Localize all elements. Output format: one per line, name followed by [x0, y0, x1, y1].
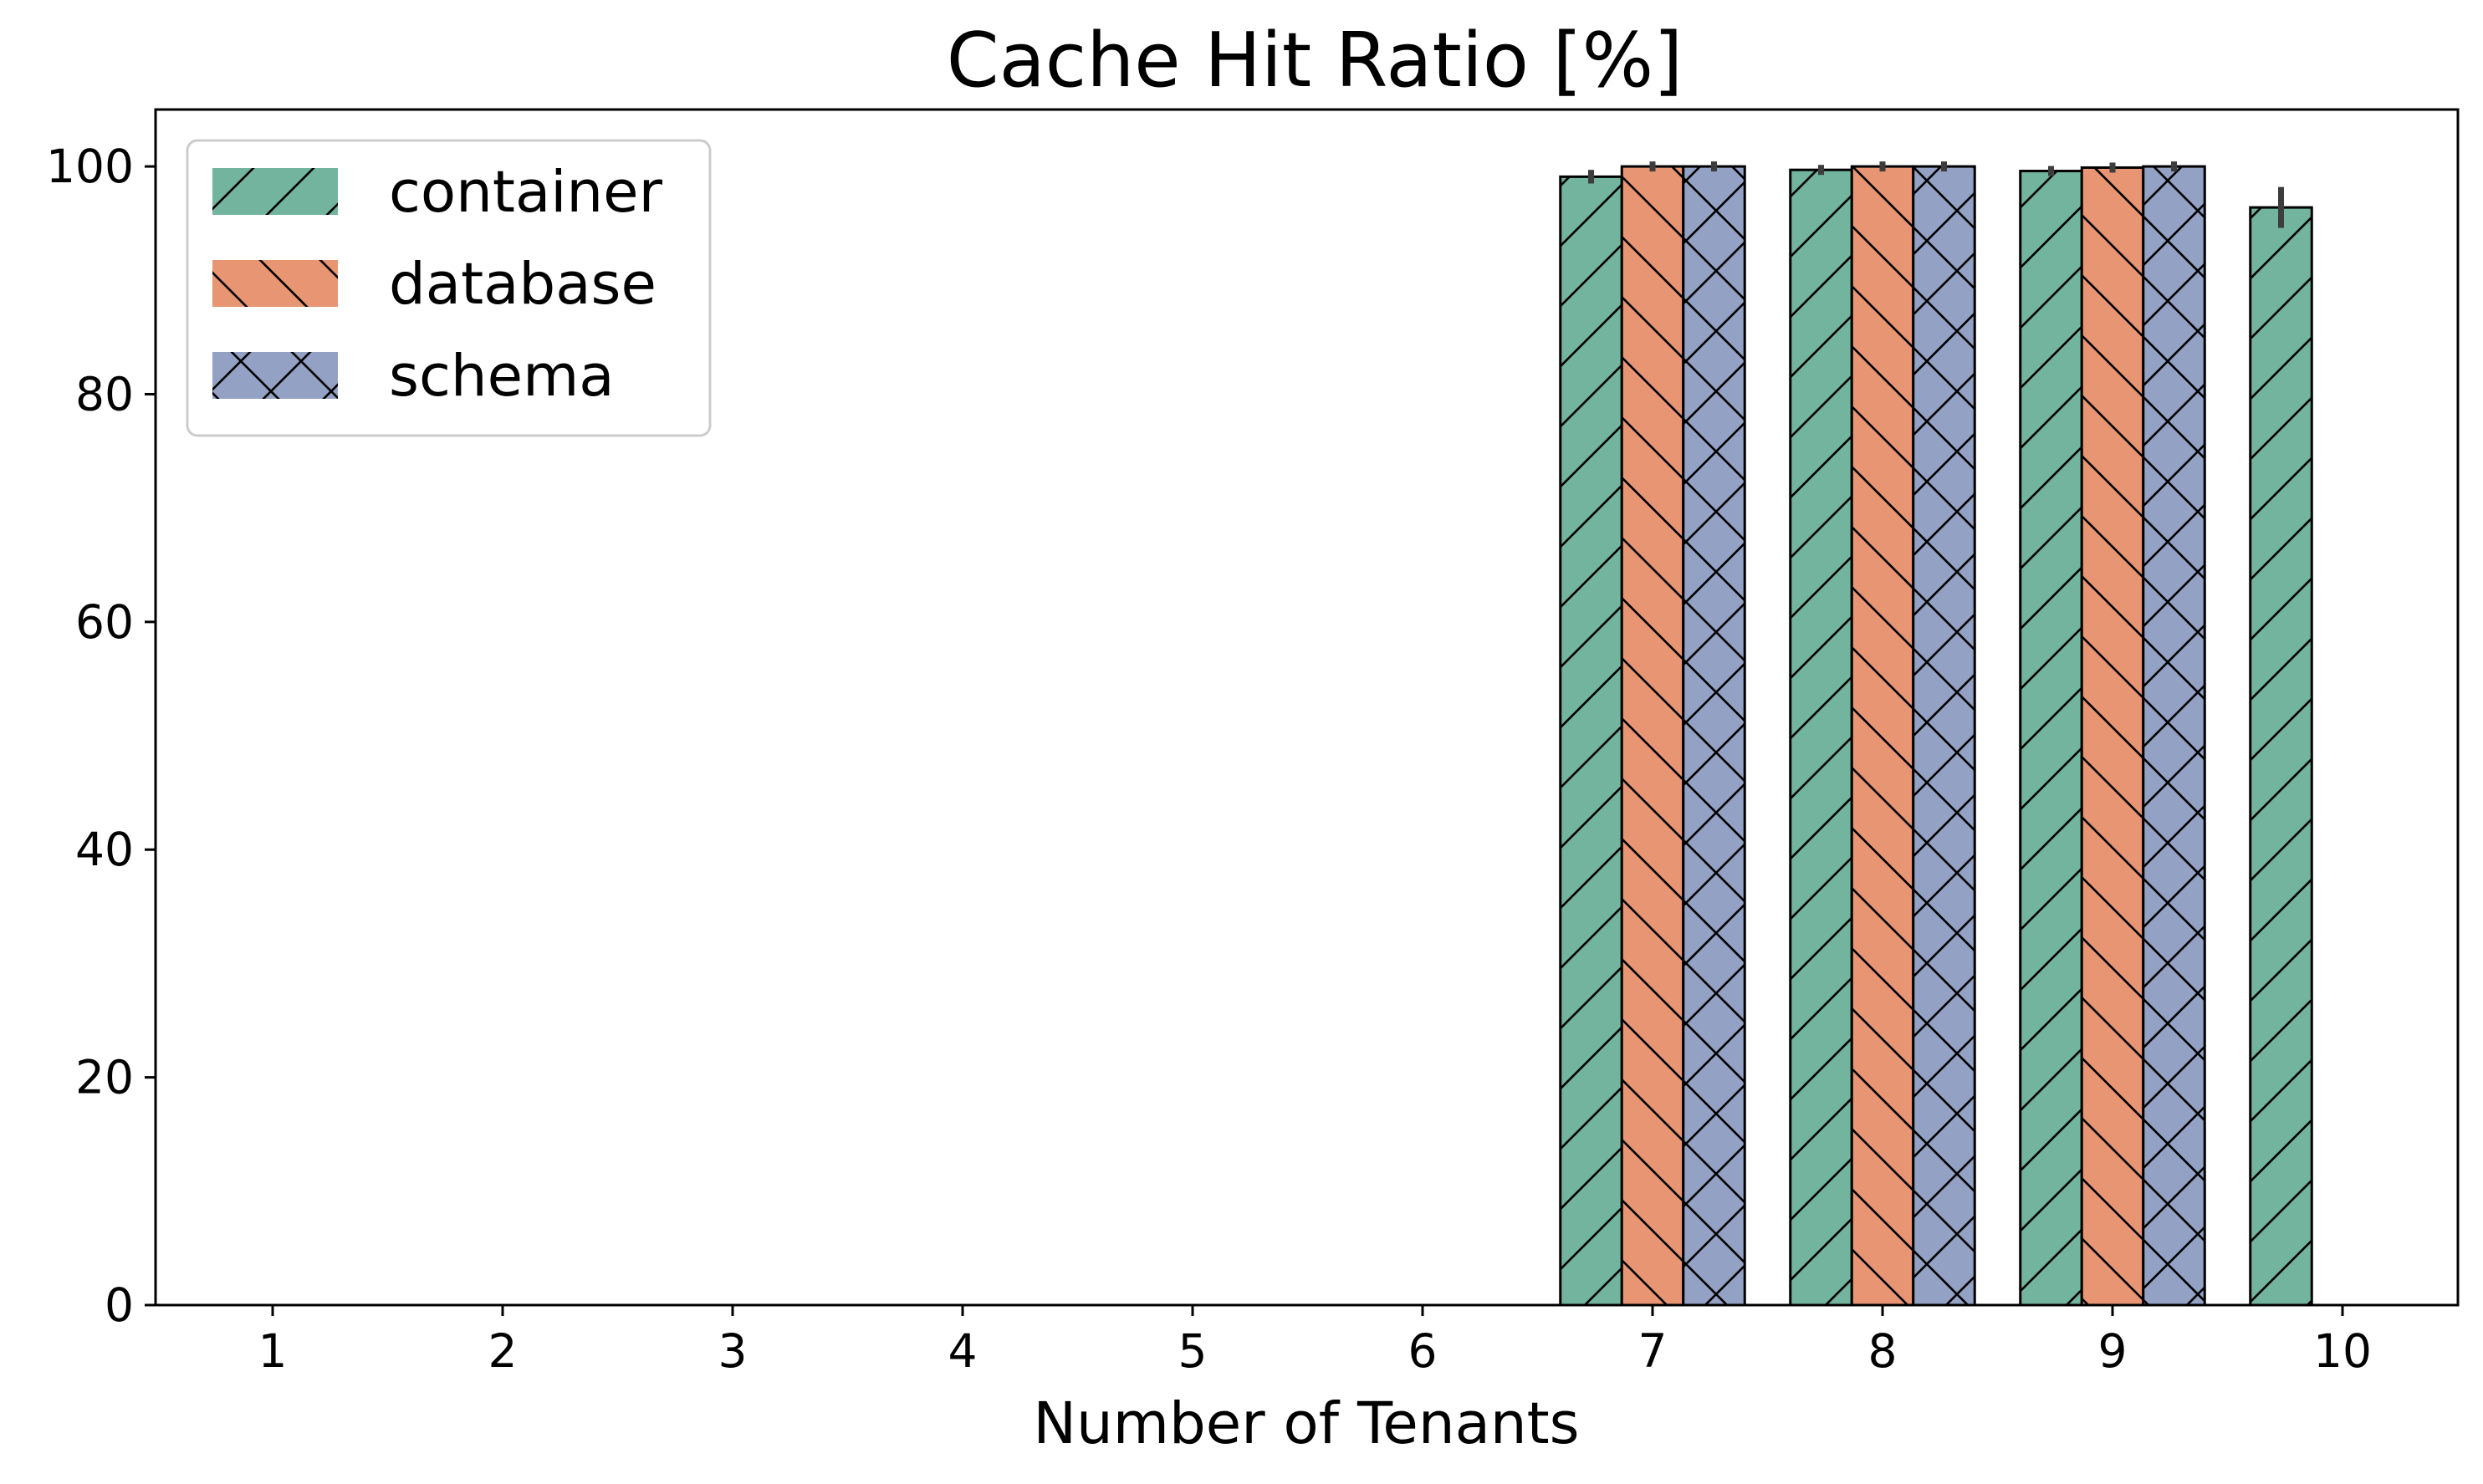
- legend-item-database: database: [212, 251, 657, 318]
- x-axis: 1 2 3 4 5 6 7 8 9 10: [258, 1305, 2372, 1378]
- bar-hatch: [2020, 171, 2082, 1306]
- bar-database-8: [1850, 165, 1915, 1307]
- legend-swatch-hatch: [212, 168, 338, 215]
- legend-label: schema: [389, 343, 615, 410]
- plot-frame: [154, 108, 2460, 1307]
- x-tick-label: 1: [258, 1324, 288, 1378]
- bar-hatch: [1622, 166, 1683, 1306]
- y-tick-label: 0: [105, 1278, 134, 1332]
- y-tick-label: 100: [46, 140, 134, 193]
- bars-layer: [1559, 165, 2313, 1307]
- bar-container-10: [2249, 206, 2313, 1307]
- bar-schema-9: [2142, 165, 2206, 1307]
- x-axis-label: Number of Tenants: [1033, 1390, 1579, 1457]
- x-tick-label: 10: [2313, 1324, 2372, 1378]
- x-tick-label: 2: [488, 1324, 518, 1378]
- bar-hatch: [1852, 166, 1913, 1306]
- legend-item-container: container: [212, 159, 663, 226]
- bar-schema-8: [1912, 165, 1976, 1307]
- x-tick-label: 3: [718, 1324, 748, 1378]
- bar-hatch: [1913, 166, 1975, 1306]
- y-tick-label: 80: [75, 367, 134, 421]
- bar-hatch: [1683, 166, 1745, 1306]
- y-axis: 0 20 40 60 80 100: [46, 140, 156, 1332]
- bar-database-9: [2080, 166, 2145, 1307]
- bar-hatch: [2250, 207, 2312, 1306]
- legend-swatch-hatch: [212, 260, 338, 307]
- bar-hatch: [2082, 167, 2143, 1305]
- legend-label: database: [389, 251, 657, 318]
- x-tick-label: 9: [2098, 1324, 2128, 1378]
- x-tick-label: 8: [1868, 1324, 1898, 1378]
- legend-swatch-hatch: [212, 352, 338, 399]
- chart-title: Cache Hit Ratio [%]: [947, 17, 1683, 105]
- legend-label: container: [389, 159, 663, 226]
- legend: container database schema: [186, 139, 712, 437]
- x-tick-label: 4: [948, 1324, 978, 1378]
- bar-hatch: [1790, 170, 1852, 1306]
- bar-hatch: [1560, 176, 1622, 1305]
- bar-database-7: [1620, 165, 1685, 1307]
- bar-container-8: [1789, 168, 1853, 1307]
- x-tick-label: 7: [1638, 1324, 1668, 1378]
- y-tick-label: 20: [75, 1051, 134, 1104]
- error-bars-layer: [1588, 161, 2284, 228]
- bar-container-7: [1559, 175, 1623, 1307]
- bar-container-9: [2019, 170, 2083, 1307]
- y-tick-label: 60: [75, 595, 134, 649]
- legend-item-schema: schema: [212, 343, 615, 410]
- bar-schema-7: [1682, 165, 1746, 1307]
- y-tick-label: 40: [75, 823, 134, 876]
- x-tick-label: 5: [1178, 1324, 1208, 1378]
- x-tick-label: 6: [1408, 1324, 1438, 1378]
- bar-hatch: [2143, 166, 2205, 1306]
